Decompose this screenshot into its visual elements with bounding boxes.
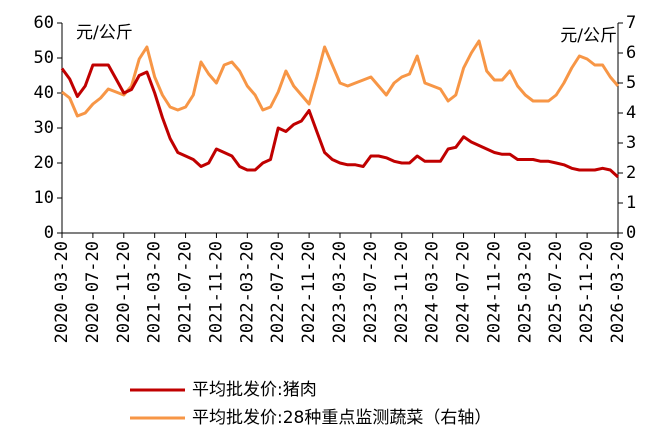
x-tick-label: 2022-07-20	[268, 241, 288, 343]
x-tick-label: 2023-11-20	[392, 241, 412, 343]
y-tick-label: 20	[34, 153, 54, 173]
x-tick-label: 2021-03-20	[145, 241, 165, 343]
legend-label: 平均批发价:28种重点监测蔬菜（右轴）	[192, 408, 491, 428]
x-tick-label: 2025-07-20	[546, 241, 566, 343]
y2-tick-label: 6	[626, 43, 636, 63]
x-tick-label: 2025-03-20	[515, 241, 535, 343]
y2-tick-label: 2	[626, 163, 636, 183]
y-tick-label: 60	[34, 13, 54, 33]
y2-tick-label: 1	[626, 193, 636, 213]
y-tick-label: 0	[44, 223, 54, 243]
y2-tick-label: 7	[626, 13, 636, 33]
x-tick-label: 2024-11-20	[484, 241, 504, 343]
x-tick-label: 2023-03-20	[330, 241, 350, 343]
y-tick-label: 30	[34, 118, 54, 138]
x-tick-label: 2021-07-20	[176, 241, 196, 343]
y-tick-label: 10	[34, 188, 54, 208]
y2-tick-label: 0	[626, 223, 636, 243]
x-tick-label: 2021-11-20	[206, 241, 226, 343]
y2-tick-label: 4	[626, 103, 636, 123]
y-tick-label: 50	[34, 48, 54, 68]
series-line	[60, 63, 620, 179]
x-tick-label: 2020-03-20	[52, 241, 72, 343]
x-tick-label: 2020-07-20	[83, 241, 103, 343]
y-axis-label: 元/公斤	[76, 23, 133, 43]
x-tick-label: 2023-07-20	[361, 241, 381, 343]
x-tick-label: 2022-03-20	[237, 241, 257, 343]
y2-tick-label: 5	[626, 73, 636, 93]
y-tick-label: 40	[34, 83, 54, 103]
x-tick-label: 2022-11-20	[299, 241, 319, 343]
y2-tick-label: 3	[626, 133, 636, 153]
legend-label: 平均批发价:猪肉	[192, 380, 317, 400]
series-line	[61, 39, 620, 118]
y2-axis-label: 元/公斤	[560, 26, 617, 46]
x-tick-label: 2026-03-20	[608, 241, 628, 343]
x-tick-label: 2020-11-20	[114, 241, 134, 343]
x-tick-label: 2024-07-20	[454, 241, 474, 343]
x-tick-label: 2025-11-20	[577, 241, 597, 343]
x-tick-label: 2024-03-20	[423, 241, 443, 343]
